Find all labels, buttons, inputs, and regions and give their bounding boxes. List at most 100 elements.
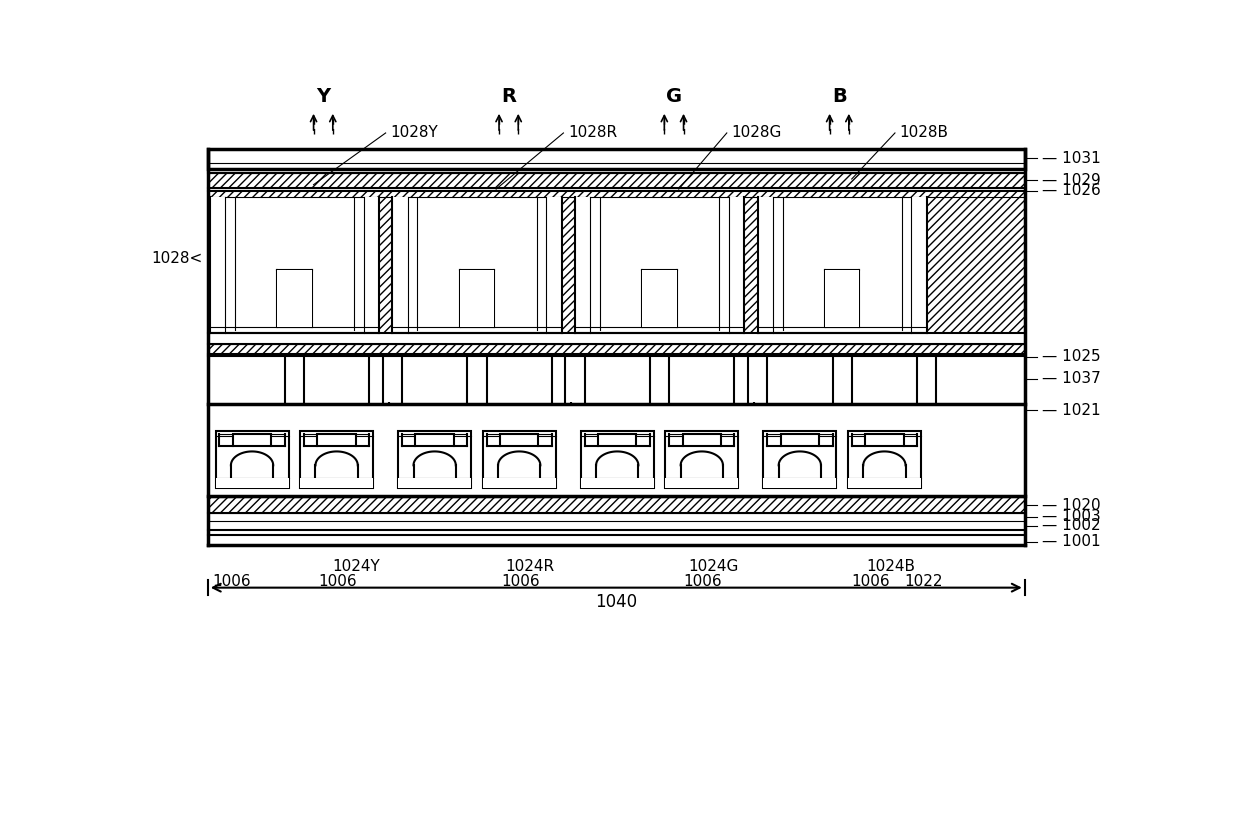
Bar xyxy=(277,269,311,279)
Bar xyxy=(682,434,720,446)
Bar xyxy=(408,197,546,333)
Text: 1024R: 1024R xyxy=(506,559,554,573)
Bar xyxy=(734,355,754,402)
Bar xyxy=(300,478,373,488)
Text: 1006: 1006 xyxy=(319,574,357,590)
Bar xyxy=(300,432,373,488)
Bar xyxy=(317,434,356,446)
Bar xyxy=(866,434,904,446)
Bar xyxy=(460,269,495,279)
Bar xyxy=(208,497,1024,513)
Bar xyxy=(208,149,1024,169)
Bar xyxy=(642,269,657,327)
Bar xyxy=(781,434,820,446)
Bar xyxy=(758,197,773,333)
Bar xyxy=(415,434,454,446)
Bar xyxy=(825,269,859,279)
Text: — 1020: — 1020 xyxy=(1042,497,1101,513)
Bar xyxy=(918,355,936,402)
Bar xyxy=(764,478,836,488)
Bar xyxy=(216,432,289,488)
Bar xyxy=(748,355,768,402)
Bar xyxy=(835,269,849,327)
Bar xyxy=(208,344,1024,354)
Bar xyxy=(482,478,556,488)
Text: — 1002: — 1002 xyxy=(1042,518,1101,533)
Bar xyxy=(848,478,921,488)
Bar xyxy=(482,432,556,488)
Text: — 1029: — 1029 xyxy=(1042,173,1101,188)
Text: 1006: 1006 xyxy=(501,574,539,590)
Bar xyxy=(226,197,363,333)
Bar xyxy=(208,191,1024,197)
Bar xyxy=(467,355,486,402)
Bar xyxy=(764,432,836,488)
Text: — 1003: — 1003 xyxy=(1042,509,1101,524)
Bar xyxy=(580,432,653,488)
Text: R: R xyxy=(501,88,516,106)
Text: 1024G: 1024G xyxy=(688,559,739,573)
Text: 1006: 1006 xyxy=(852,574,890,590)
Bar xyxy=(848,432,921,488)
Bar xyxy=(781,434,820,446)
Bar xyxy=(500,434,538,446)
Bar xyxy=(208,173,1024,188)
Text: — 1025: — 1025 xyxy=(1042,350,1101,364)
Bar xyxy=(500,434,538,446)
Bar xyxy=(233,434,272,446)
Bar xyxy=(208,197,1024,333)
Text: 1028R: 1028R xyxy=(568,125,618,141)
Text: 1028B: 1028B xyxy=(900,125,949,141)
Bar xyxy=(844,269,859,327)
Bar xyxy=(392,197,408,333)
Bar xyxy=(598,434,636,446)
Bar xyxy=(866,434,904,446)
Bar xyxy=(666,432,738,488)
Bar xyxy=(911,197,926,333)
Bar xyxy=(216,478,289,488)
Text: — 1031: — 1031 xyxy=(1042,151,1101,165)
Bar xyxy=(652,269,667,327)
Text: 1028Y: 1028Y xyxy=(391,125,438,141)
Bar xyxy=(773,197,911,333)
Text: B: B xyxy=(832,88,847,106)
Bar xyxy=(233,434,272,446)
Bar xyxy=(729,197,744,333)
Bar xyxy=(832,355,852,402)
Text: 1024Y: 1024Y xyxy=(332,559,381,573)
Text: — 1026: — 1026 xyxy=(1042,183,1101,198)
Bar xyxy=(460,269,474,327)
Text: Y: Y xyxy=(316,88,330,106)
Bar xyxy=(298,269,311,327)
Bar xyxy=(415,434,454,446)
Bar xyxy=(575,197,590,333)
Bar xyxy=(480,269,495,327)
Text: — 1021: — 1021 xyxy=(1042,403,1101,418)
Bar xyxy=(546,197,562,333)
Bar xyxy=(650,355,670,402)
Bar xyxy=(580,478,653,488)
Bar xyxy=(286,269,303,327)
Bar xyxy=(590,197,729,333)
Bar xyxy=(210,197,226,333)
Text: 1040: 1040 xyxy=(595,593,637,611)
Bar xyxy=(370,355,388,402)
Bar xyxy=(398,432,471,488)
Text: 1024B: 1024B xyxy=(866,559,915,573)
Bar xyxy=(666,478,738,488)
Bar xyxy=(469,269,485,327)
Bar xyxy=(682,434,720,446)
Bar xyxy=(285,355,304,402)
Bar xyxy=(317,434,356,446)
Text: — 1037: — 1037 xyxy=(1042,371,1101,387)
Bar xyxy=(383,355,402,402)
Text: 1006: 1006 xyxy=(213,574,252,590)
Bar xyxy=(662,269,677,327)
Bar xyxy=(825,269,839,327)
Text: 1028<: 1028< xyxy=(151,251,203,266)
Bar xyxy=(277,269,291,327)
Bar xyxy=(565,355,584,402)
Text: 1028G: 1028G xyxy=(732,125,782,141)
Bar xyxy=(598,434,636,446)
Text: 1006: 1006 xyxy=(683,574,722,590)
